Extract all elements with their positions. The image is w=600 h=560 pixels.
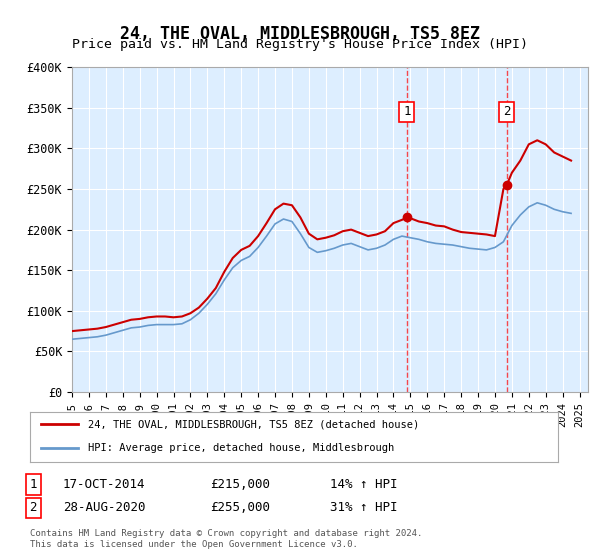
Text: 24, THE OVAL, MIDDLESBROUGH, TS5 8EZ: 24, THE OVAL, MIDDLESBROUGH, TS5 8EZ: [120, 25, 480, 43]
Text: 14% ↑ HPI: 14% ↑ HPI: [330, 478, 398, 491]
Text: 1: 1: [29, 478, 37, 491]
Text: Price paid vs. HM Land Registry's House Price Index (HPI): Price paid vs. HM Land Registry's House …: [72, 38, 528, 51]
Text: 28-AUG-2020: 28-AUG-2020: [63, 501, 146, 515]
Text: HPI: Average price, detached house, Middlesbrough: HPI: Average price, detached house, Midd…: [88, 443, 394, 453]
Text: 2: 2: [29, 501, 37, 515]
Text: £215,000: £215,000: [210, 478, 270, 491]
Text: Contains HM Land Registry data © Crown copyright and database right 2024.
This d: Contains HM Land Registry data © Crown c…: [30, 529, 422, 549]
Text: £255,000: £255,000: [210, 501, 270, 515]
Text: 24, THE OVAL, MIDDLESBROUGH, TS5 8EZ (detached house): 24, THE OVAL, MIDDLESBROUGH, TS5 8EZ (de…: [88, 419, 419, 429]
Text: 31% ↑ HPI: 31% ↑ HPI: [330, 501, 398, 515]
Text: 1: 1: [403, 105, 411, 118]
Text: 2: 2: [503, 105, 511, 118]
Text: 17-OCT-2014: 17-OCT-2014: [63, 478, 146, 491]
